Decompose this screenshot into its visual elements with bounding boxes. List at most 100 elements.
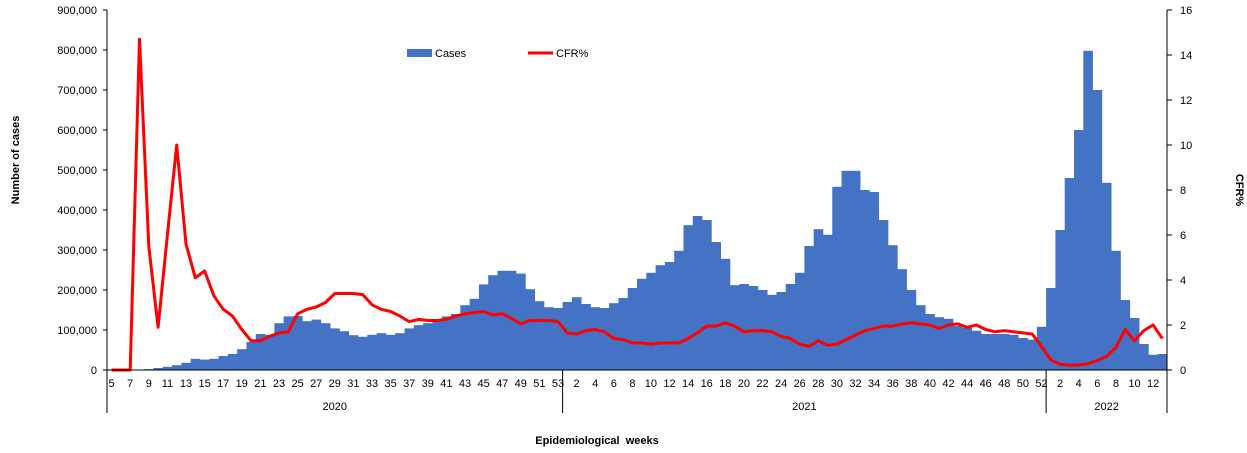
- cases-bar: [850, 170, 861, 370]
- cases-bar: [971, 330, 982, 370]
- cases-bar: [618, 298, 628, 370]
- cases-bar: [497, 270, 508, 370]
- cases-bar: [711, 242, 721, 370]
- legend-cases-swatch: [407, 49, 432, 57]
- cases-bar: [702, 220, 712, 370]
- week-tick-label: 51: [533, 378, 545, 390]
- cases-bar: [218, 356, 229, 370]
- week-tick-label: 44: [961, 378, 973, 390]
- cases-bar: [1008, 334, 1019, 370]
- cases-bar: [720, 258, 731, 370]
- week-tick-label: 32: [849, 378, 861, 390]
- cases-bar: [981, 334, 991, 370]
- cases-bar: [153, 368, 164, 370]
- week-tick-label: 45: [477, 378, 489, 390]
- cases-bar: [302, 321, 312, 370]
- y2-tick-label: 8: [1180, 185, 1186, 197]
- week-tick-label: 20: [738, 378, 750, 390]
- cases-bar: [274, 323, 284, 370]
- week-tick-label: 36: [887, 378, 899, 390]
- cases-bar: [1129, 318, 1140, 370]
- cases-bar: [395, 333, 405, 370]
- y-tick-label: 900,000: [57, 5, 97, 17]
- cfr-line: [111, 37, 1164, 372]
- y2-tick-label: 6: [1180, 230, 1186, 242]
- cases-bar: [915, 305, 926, 370]
- cases-bar: [813, 229, 824, 370]
- cases-bars: [134, 50, 1168, 371]
- week-tick-label: 33: [366, 378, 378, 390]
- cases-bar: [822, 234, 833, 370]
- week-tick-label: 43: [459, 378, 471, 390]
- cases-bar: [544, 307, 554, 370]
- cases-bar: [664, 262, 675, 370]
- y-tick-label: 0: [91, 365, 97, 377]
- cases-bar: [339, 331, 350, 370]
- week-tick-label: 31: [347, 378, 359, 390]
- cases-bar: [1111, 250, 1121, 370]
- week-tick-label: 24: [775, 378, 787, 390]
- week-tick-label: 47: [496, 378, 508, 390]
- cases-bar: [1074, 130, 1084, 370]
- y-tick-label: 400,000: [57, 205, 97, 217]
- y-tick-label: 700,000: [57, 85, 97, 97]
- cases-bar: [311, 319, 322, 370]
- y-tick-label: 300,000: [57, 245, 97, 257]
- cases-bar: [265, 334, 275, 370]
- week-tick-label: 4: [1076, 378, 1082, 390]
- week-tick-label: 23: [273, 378, 285, 390]
- cases-bar: [674, 250, 684, 370]
- y-tick-label: 500,000: [57, 165, 97, 177]
- cases-bar: [376, 333, 387, 370]
- week-tick-label: 15: [198, 378, 210, 390]
- cases-bar: [655, 265, 666, 370]
- cases-bar: [1018, 338, 1028, 370]
- cases-bar: [590, 307, 601, 370]
- week-tick-label: 5: [109, 378, 115, 390]
- cases-bar: [925, 314, 935, 370]
- week-tick-label: 18: [719, 378, 731, 390]
- week-tick-label: 46: [980, 378, 992, 390]
- cases-bar: [348, 335, 359, 370]
- week-tick-label: 2: [1057, 378, 1063, 390]
- cases-bar: [888, 245, 898, 370]
- y2-tick-label: 16: [1180, 5, 1192, 17]
- cases-bar: [162, 366, 173, 370]
- week-tick-label: 35: [384, 378, 396, 390]
- cases-bar: [990, 334, 1000, 370]
- week-tick-label: 28: [812, 378, 824, 390]
- cases-bar: [1157, 354, 1168, 370]
- cases-bar: [692, 216, 703, 370]
- cases-bar: [227, 354, 238, 370]
- week-tick-label: 34: [868, 378, 880, 390]
- week-tick-label: 12: [1147, 378, 1159, 390]
- cases-bar: [943, 318, 954, 370]
- week-tick-label: 37: [403, 378, 415, 390]
- cases-bar: [999, 334, 1010, 370]
- cases-bar: [832, 186, 842, 370]
- y2-tick-label: 2: [1180, 320, 1186, 332]
- cases-bar: [451, 314, 461, 370]
- cases-bar: [237, 349, 247, 370]
- cases-bar: [423, 323, 433, 370]
- week-tick-label: 8: [629, 378, 635, 390]
- y2-tick-label: 0: [1180, 365, 1186, 377]
- cases-bar: [190, 358, 201, 370]
- cases-bar: [255, 334, 266, 370]
- cases-bar: [785, 284, 796, 370]
- week-tick-label: 29: [329, 378, 341, 390]
- cases-bar: [460, 305, 470, 370]
- cases-bar: [1027, 339, 1038, 370]
- cases-bar: [488, 275, 498, 370]
- week-tick-label: 4: [592, 378, 598, 390]
- week-tick-label: 26: [794, 378, 806, 390]
- legend-cfr-label: CFR%: [556, 48, 589, 60]
- legend: Cases CFR%: [407, 48, 589, 60]
- week-tick-label: 39: [422, 378, 434, 390]
- week-tick-label: 48: [998, 378, 1010, 390]
- cases-bar: [1120, 300, 1131, 370]
- y-tick-label: 600,000: [57, 125, 97, 137]
- cases-bar: [599, 308, 610, 370]
- cases-bar: [469, 298, 480, 370]
